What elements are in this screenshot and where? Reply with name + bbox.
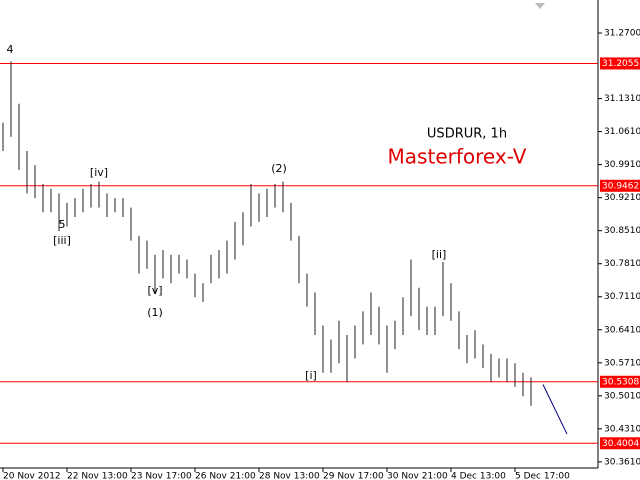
wave-label: [iv]	[90, 166, 108, 179]
wave-label: 5	[59, 218, 66, 231]
y-tick-label: 31.0610	[604, 127, 640, 137]
wave-label: [ii]	[432, 248, 447, 261]
y-tick-label: 31.1310	[604, 94, 640, 104]
level-label: 30.9462	[602, 181, 639, 191]
wave-label: 4	[7, 43, 14, 56]
forecast-line	[542, 384, 568, 435]
level-tag	[600, 437, 640, 450]
x-tick-label: 5 Dec 17:00	[515, 472, 570, 480]
level-tag	[600, 375, 640, 388]
wave-label: [i]	[305, 369, 317, 382]
level-tag	[600, 179, 640, 192]
y-tick-label: 30.9210	[604, 193, 640, 203]
x-tick-label: 26 Nov 21:00	[195, 472, 256, 480]
x-tick-label: 29 Nov 17:00	[323, 472, 384, 480]
brand-label: Masterforex-V	[388, 145, 527, 169]
scroll-marker	[535, 3, 545, 9]
y-tick-label: 31.2700	[604, 29, 640, 39]
y-tick-label: 30.3610	[604, 457, 640, 467]
y-tick-label: 30.9910	[604, 160, 640, 170]
symbol-label: USDRUR, 1h	[427, 127, 507, 142]
wave-label: [v]	[147, 284, 162, 297]
x-tick-label: 30 Nov 21:00	[387, 472, 448, 480]
y-tick-label: 30.4310	[604, 424, 640, 434]
wave-label: (1)	[147, 306, 163, 319]
wave-label: [iii]	[53, 234, 71, 247]
level-label: 30.4004	[602, 439, 639, 449]
y-tick-label: 30.8510	[604, 226, 640, 236]
x-tick-label: 23 Nov 17:00	[131, 472, 192, 480]
level-label: 31.2055	[602, 59, 639, 69]
y-tick-label: 30.5710	[604, 358, 640, 368]
y-tick-label: 30.5010	[604, 391, 640, 401]
level-label: 30.5308	[602, 377, 639, 387]
y-tick-label: 30.7110	[604, 292, 640, 302]
x-tick-label: 4 Dec 13:00	[451, 472, 506, 480]
y-tick-label: 30.6410	[604, 325, 640, 335]
x-tick-label: 22 Nov 13:00	[67, 472, 128, 480]
level-tag	[600, 57, 640, 70]
x-tick-label: 20 Nov 2012	[3, 472, 61, 480]
wave-label: (2)	[271, 162, 287, 175]
y-tick-label: 30.7810	[604, 259, 640, 269]
x-tick-label: 28 Nov 13:00	[259, 472, 320, 480]
